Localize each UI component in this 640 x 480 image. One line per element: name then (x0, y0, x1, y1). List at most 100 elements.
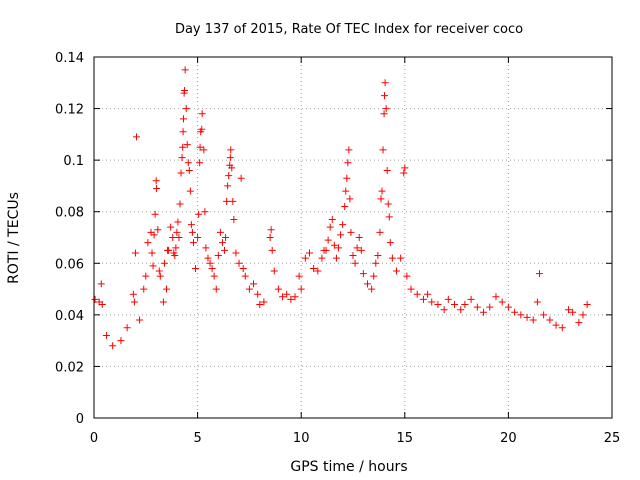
data-point (393, 267, 401, 275)
data-point (347, 228, 355, 236)
data-point (180, 115, 188, 123)
data-point (339, 221, 347, 229)
data-point (173, 228, 181, 236)
data-point (198, 110, 206, 118)
data-point (189, 239, 197, 247)
data-point (188, 228, 196, 236)
data-point (326, 223, 334, 231)
y-axis-label: ROTI / TECUs (6, 192, 22, 284)
data-point (267, 226, 275, 234)
data-point (208, 264, 216, 272)
data-point (364, 280, 372, 288)
data-point (186, 187, 194, 195)
data-point (283, 290, 291, 298)
data-point (579, 311, 587, 319)
data-point (150, 231, 158, 239)
data-point (461, 301, 469, 309)
x-tick-label: 5 (193, 431, 201, 446)
data-point (241, 272, 249, 280)
data-point (171, 252, 179, 260)
data-point (386, 239, 394, 247)
data-point (91, 295, 99, 303)
data-point (357, 246, 365, 254)
data-point (223, 197, 231, 205)
data-point (183, 141, 191, 149)
data-point (305, 249, 313, 257)
data-point (330, 241, 338, 249)
data-point (457, 306, 465, 314)
data-point (318, 254, 326, 262)
data-point (235, 259, 243, 267)
data-point (295, 272, 303, 280)
x-tick-label: 15 (397, 431, 414, 446)
data-point (165, 246, 173, 254)
data-point (328, 215, 336, 223)
data-point (480, 308, 488, 316)
data-point (492, 293, 500, 301)
data-point (434, 301, 442, 309)
data-point (419, 295, 427, 303)
data-point (381, 79, 389, 87)
y-tick-label: 0.12 (55, 103, 84, 118)
data-point (523, 313, 531, 321)
data-point (511, 308, 519, 316)
data-point (167, 223, 175, 231)
data-point (154, 226, 162, 234)
data-point (540, 311, 548, 319)
data-point (383, 166, 391, 174)
data-point (575, 319, 583, 327)
data-point (334, 244, 342, 252)
data-point (97, 280, 105, 288)
data-point (179, 143, 187, 151)
data-point (428, 298, 436, 306)
data-point (192, 264, 200, 272)
data-point (332, 254, 340, 262)
data-point (239, 264, 247, 272)
x-tick-label: 25 (604, 431, 621, 446)
data-point (379, 146, 387, 154)
data-point (196, 143, 204, 151)
data-point (486, 303, 494, 311)
data-point (397, 254, 405, 262)
data-point (535, 270, 543, 278)
data-point (144, 239, 152, 247)
data-point (376, 228, 384, 236)
y-tick-label: 0 (76, 412, 84, 427)
data-point (221, 246, 229, 254)
data-point (176, 200, 184, 208)
data-point (153, 185, 161, 193)
data-point (245, 285, 253, 293)
data-point (467, 295, 475, 303)
data-point (130, 298, 138, 306)
data-point (227, 146, 235, 154)
data-point (149, 262, 157, 270)
data-point (279, 293, 287, 301)
data-point (182, 105, 190, 113)
data-point (359, 270, 367, 278)
data-point (345, 146, 353, 154)
data-point (185, 166, 193, 174)
data-point (268, 246, 276, 254)
data-point (377, 195, 385, 203)
data-point (224, 182, 232, 190)
data-point (413, 290, 421, 298)
data-point (370, 272, 378, 280)
data-point (346, 195, 354, 203)
data-point (204, 254, 212, 262)
y-tick-label: 0.14 (55, 51, 84, 66)
x-tick-label: 0 (90, 431, 98, 446)
data-point (401, 164, 409, 172)
data-point (160, 259, 168, 267)
ticks (93, 56, 613, 419)
data-point (372, 259, 380, 267)
data-point (254, 290, 262, 298)
data-point (301, 254, 309, 262)
data-point (212, 285, 220, 293)
data-point (172, 244, 180, 252)
data-point (230, 215, 238, 223)
data-point (440, 306, 448, 314)
data-point (181, 87, 189, 95)
data-point (117, 337, 125, 345)
data-point (228, 164, 236, 172)
data-point (498, 298, 506, 306)
